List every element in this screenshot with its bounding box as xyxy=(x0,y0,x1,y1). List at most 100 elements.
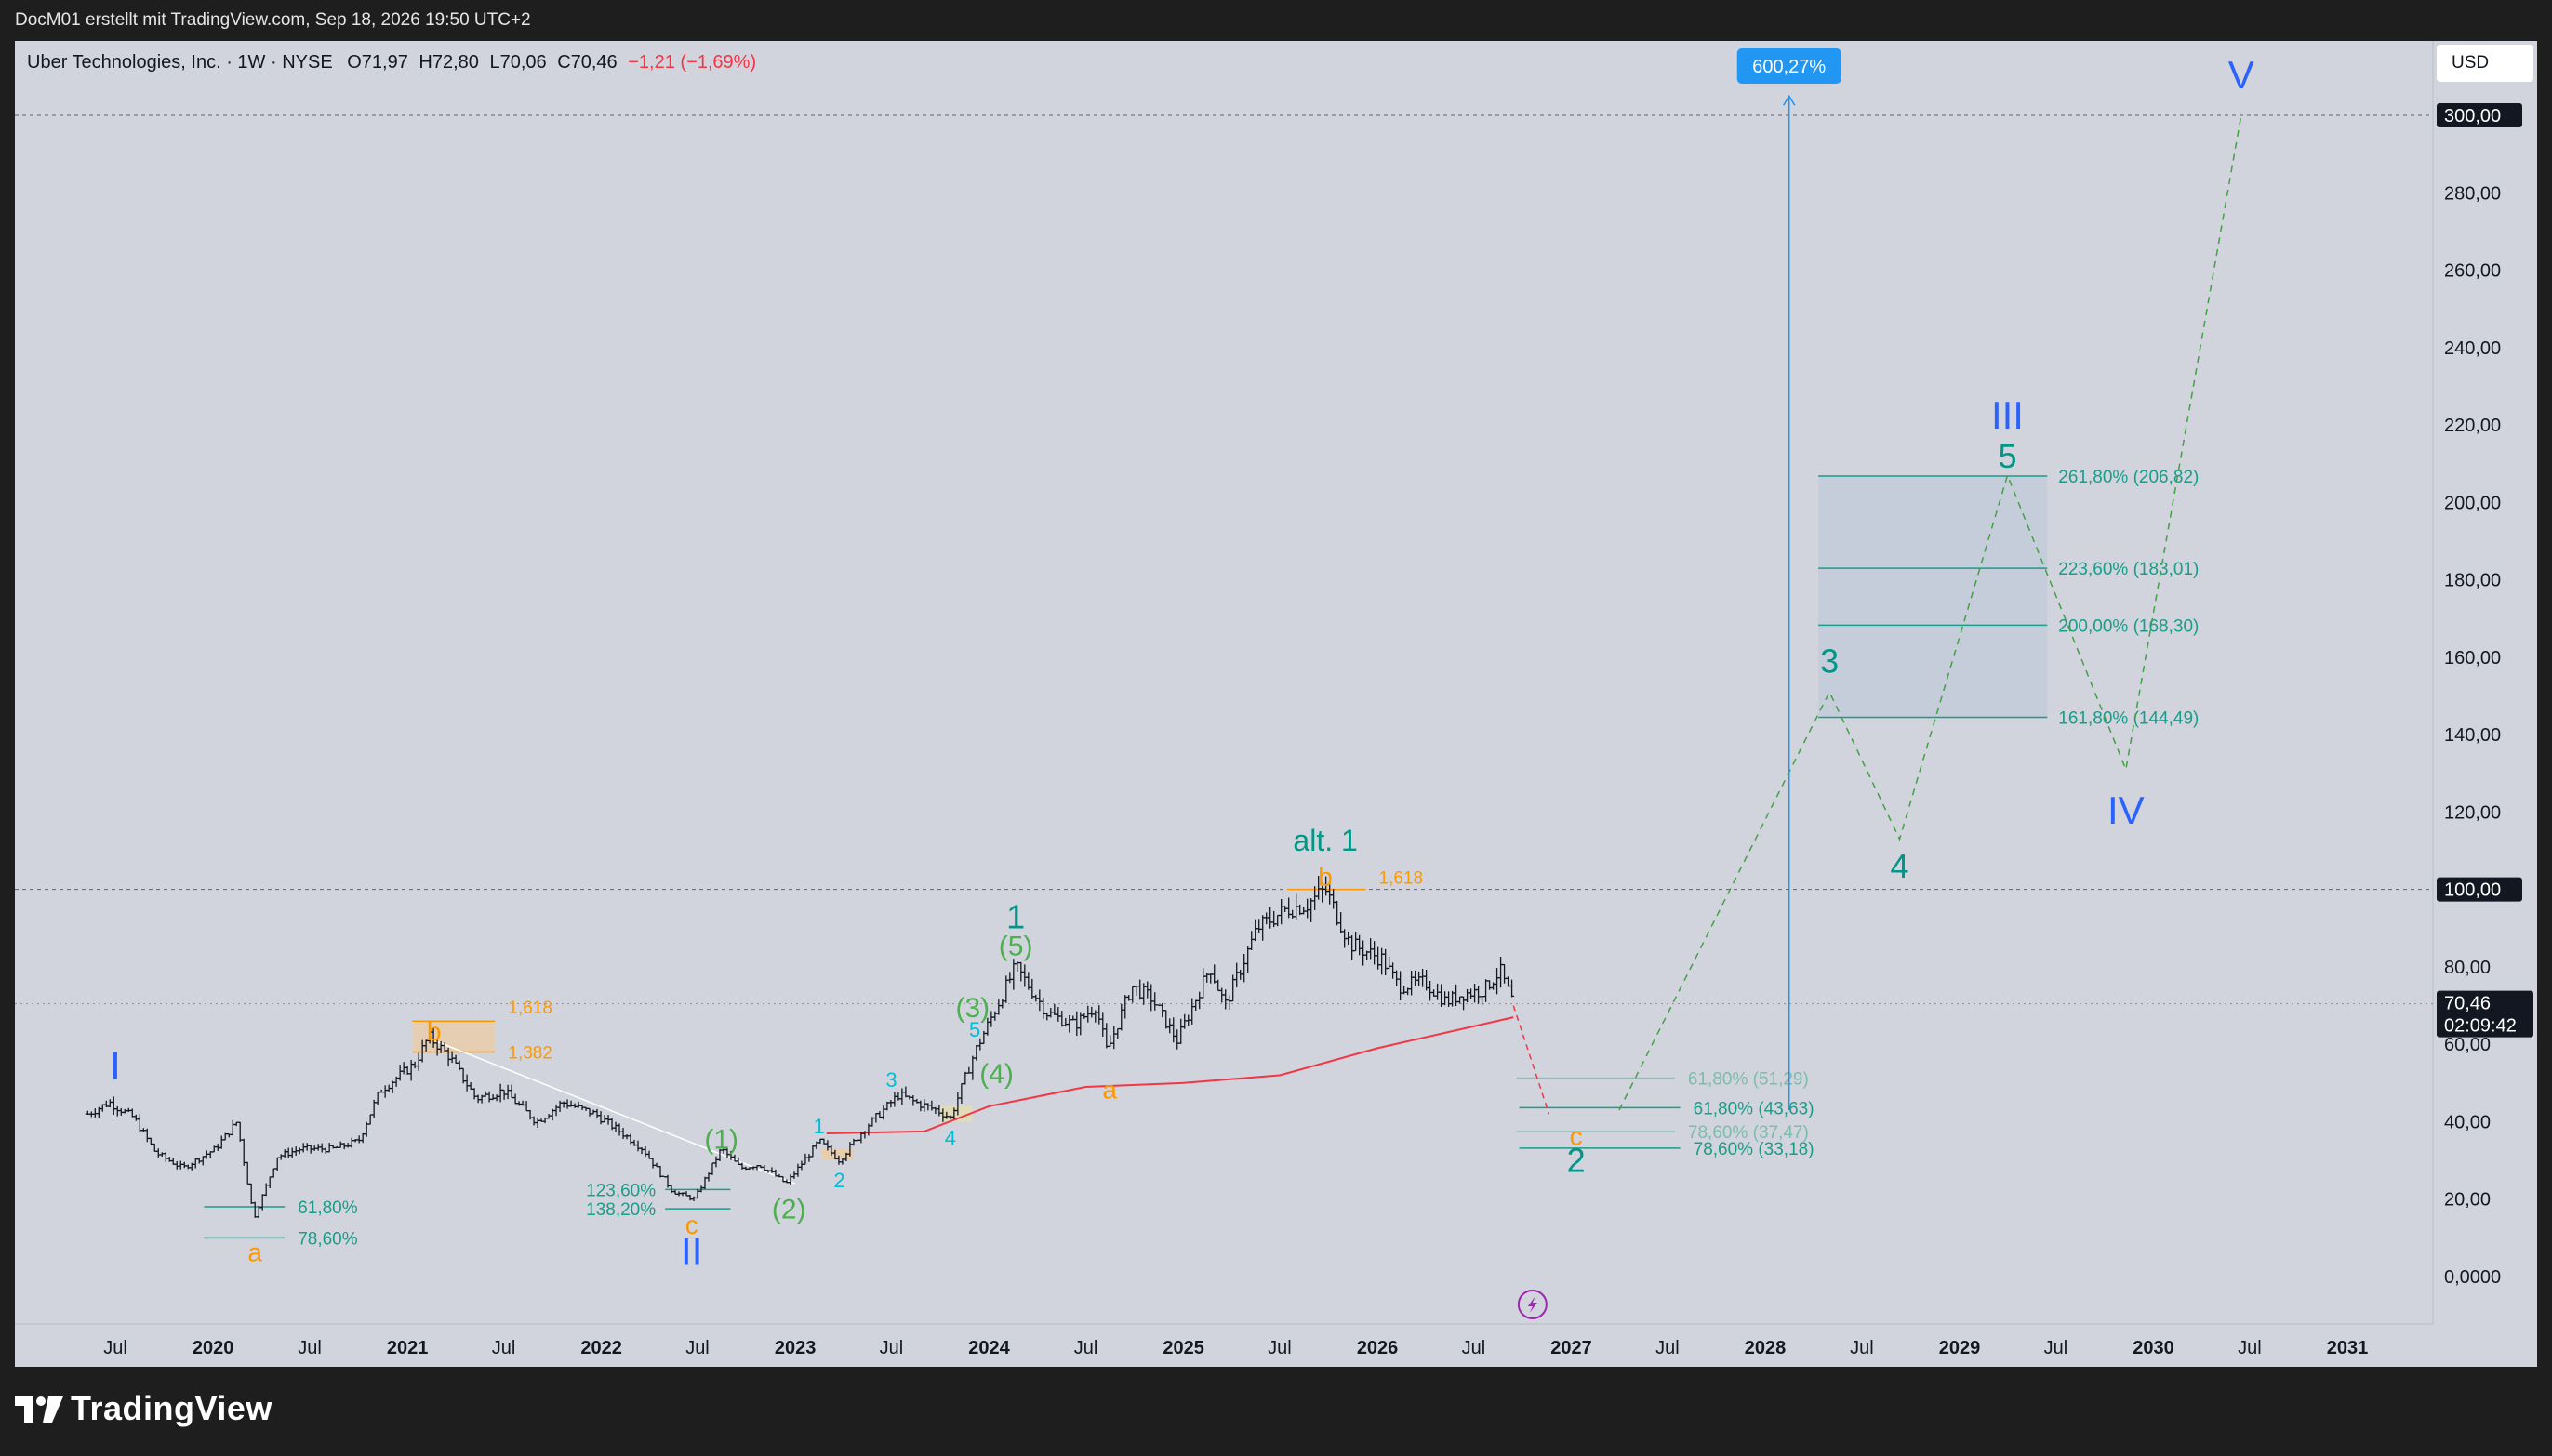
symbol-legend[interactable]: Uber Technologies, Inc. · 1W · NYSE O71,… xyxy=(27,52,756,73)
y-tick-label: 60,00 xyxy=(2444,1035,2491,1055)
wave-label: (3) xyxy=(956,993,990,1024)
x-tick-label: 2026 xyxy=(1357,1338,1399,1358)
wave-label: (1) xyxy=(704,1125,738,1156)
x-tick-label: 2028 xyxy=(1745,1338,1787,1358)
y-tick-label: 240,00 xyxy=(2444,338,2501,359)
x-tick-label: 2020 xyxy=(193,1338,234,1358)
x-tick-label: 2025 xyxy=(1163,1338,1204,1358)
wave-label: (4) xyxy=(979,1059,1014,1090)
tradingview-logo-icon[interactable] xyxy=(15,1396,63,1423)
current-price-box xyxy=(2437,990,2533,1038)
bar-countdown-label: 02:09:42 xyxy=(2444,1016,2517,1037)
x-tick-label: 2024 xyxy=(968,1338,1010,1358)
fib-2022-label: 123,60% xyxy=(586,1181,656,1200)
fib-level-label: 261,80% (206,82) xyxy=(2058,468,2199,487)
y-tick-label: 280,00 xyxy=(2444,183,2501,204)
measure-arrowhead xyxy=(1783,94,1796,106)
ohlc-high: H72,80 xyxy=(419,52,479,73)
fib-level-label: 161,80% (144,49) xyxy=(2058,708,2199,728)
price-label-box xyxy=(2437,877,2522,902)
fib-2020-label: 61,80% xyxy=(298,1198,358,1218)
fib-2021-ext-zone xyxy=(412,1021,496,1052)
price-label: 100,00 xyxy=(2444,880,2501,901)
x-tick-label: Jul xyxy=(492,1338,516,1358)
chart-frame[interactable]: 0,000020,0040,0060,0080,00100,00120,0014… xyxy=(15,41,2537,1367)
wave-label: 3 xyxy=(885,1068,897,1092)
wave-label: b xyxy=(427,1017,442,1046)
fib-retracement-label: 78,60% (33,18) xyxy=(1694,1140,1814,1159)
y-tick-label: 180,00 xyxy=(2444,571,2501,591)
x-tick-label: Jul xyxy=(298,1338,322,1358)
x-tick-label: Jul xyxy=(103,1338,127,1358)
wave-label: b xyxy=(1318,863,1333,892)
projection-leg-red xyxy=(1512,1005,1550,1115)
fib-2021-ext-label: 1,618 xyxy=(508,999,552,1018)
wave-label: 5 xyxy=(1998,437,2016,475)
lightning-icon xyxy=(1517,1290,1548,1319)
wave-label: IV xyxy=(2107,788,2145,832)
tradingview-brand[interactable]: TradingView xyxy=(71,1389,272,1427)
wave-label: I xyxy=(110,1044,121,1088)
fib-level-label: 223,60% (183,01) xyxy=(2058,560,2199,579)
fib-retracement-label: 61,80% (43,63) xyxy=(1694,1099,1814,1118)
wave-label: 2 xyxy=(1567,1142,1586,1180)
wave-label: a xyxy=(247,1238,262,1266)
projection-path xyxy=(1618,114,2242,1111)
wave-label: 4 xyxy=(945,1126,956,1149)
ohlc-close: C70,46 xyxy=(557,52,618,73)
wave-label: a xyxy=(1102,1075,1117,1104)
x-tick-label: Jul xyxy=(1655,1338,1680,1358)
wave-label: 1 xyxy=(1006,897,1025,935)
y-tick-label: 260,00 xyxy=(2444,261,2501,282)
symbol-name: Uber Technologies, Inc. · 1W · NYSE xyxy=(27,52,333,73)
footer-bar: TradingView xyxy=(0,1367,2552,1456)
y-tick-label: 160,00 xyxy=(2444,648,2501,668)
y-tick-label: 120,00 xyxy=(2444,802,2501,823)
currency-selector[interactable]: USD xyxy=(2437,45,2533,82)
wave-label: c xyxy=(1570,1121,1583,1150)
measure-label: 600,27% xyxy=(1752,57,1826,77)
x-tick-label: 2021 xyxy=(387,1338,429,1358)
x-tick-label: Jul xyxy=(1074,1338,1098,1358)
y-tick-label: 40,00 xyxy=(2444,1112,2491,1132)
price-change: −1,21 (−1,69%) xyxy=(628,52,757,73)
fib-2021-ext-label: 1,382 xyxy=(508,1044,552,1064)
wave-label: alt. 1 xyxy=(1293,824,1357,857)
x-tick-label: Jul xyxy=(2044,1338,2068,1358)
wave-label: (2) xyxy=(772,1195,806,1225)
wave-label: (5) xyxy=(999,931,1033,961)
price-chart[interactable]: 0,000020,0040,0060,0080,00100,00120,0014… xyxy=(15,41,2537,1367)
y-tick-label: 80,00 xyxy=(2444,958,2491,978)
x-tick-label: 2031 xyxy=(2327,1338,2369,1358)
moving-average-line xyxy=(826,1016,1514,1134)
wave-label: 2 xyxy=(833,1169,844,1192)
trendline xyxy=(433,1039,796,1185)
attribution-bar: DocM01 erstellt mit TradingView.com, Sep… xyxy=(0,0,2552,41)
wave-label: c xyxy=(685,1211,698,1239)
current-price-label: 70,46 xyxy=(2444,994,2491,1014)
x-tick-label: Jul xyxy=(1850,1338,1874,1358)
x-tick-label: 2030 xyxy=(2133,1338,2174,1358)
wave-label: II xyxy=(681,1230,702,1274)
ohlc-low: L70,06 xyxy=(489,52,547,73)
price-label: 300,00 xyxy=(2444,106,2501,126)
fib-2022-label: 138,20% xyxy=(586,1200,656,1220)
lightning-icon-bolt xyxy=(1527,1296,1537,1313)
x-tick-label: 2029 xyxy=(1939,1338,1981,1358)
zone-highlight xyxy=(940,1105,973,1122)
y-tick-label: 200,00 xyxy=(2444,493,2501,513)
x-tick-label: Jul xyxy=(1268,1338,1292,1358)
x-tick-label: 2022 xyxy=(580,1338,622,1358)
wave-label: 3 xyxy=(1820,642,1839,681)
x-tick-label: 2023 xyxy=(775,1338,817,1358)
fib-retracement-label: 61,80% (51,29) xyxy=(1688,1069,1809,1089)
wave-label: III xyxy=(1991,393,2024,437)
y-tick-label: 140,00 xyxy=(2444,725,2501,746)
ohlc-open: O71,97 xyxy=(347,52,408,73)
measure-label-box xyxy=(1736,48,1841,84)
fib-retracement-label: 78,60% (37,47) xyxy=(1688,1123,1809,1143)
wave-label: 1 xyxy=(814,1115,825,1138)
candlestick-series xyxy=(85,876,1515,1219)
wave-label: 5 xyxy=(969,1018,980,1041)
y-tick-label: 0,0000 xyxy=(2444,1267,2501,1288)
